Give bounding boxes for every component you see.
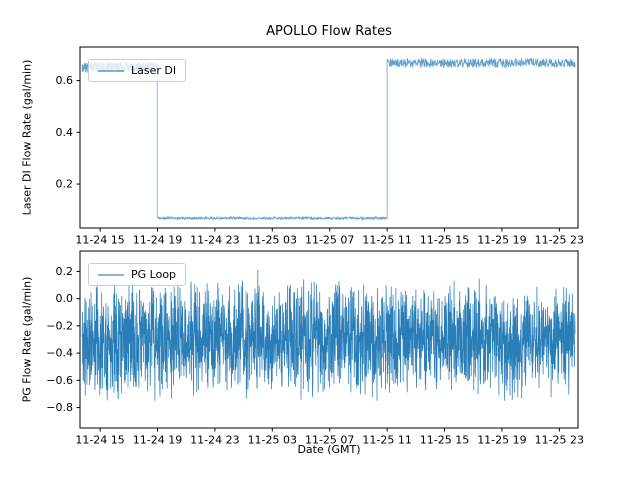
svg-text:−0.2: −0.2 bbox=[46, 319, 73, 332]
ylabel-pg-flow-rate: PG Flow Rate (gal/min) bbox=[20, 276, 34, 403]
svg-text:11-25 07: 11-25 07 bbox=[305, 234, 354, 247]
legend-line-sample-icon bbox=[98, 273, 124, 276]
svg-text:11-25 19: 11-25 19 bbox=[477, 234, 526, 247]
svg-text:11-25 03: 11-25 03 bbox=[248, 434, 297, 447]
svg-text:11-25 19: 11-25 19 bbox=[477, 434, 526, 447]
svg-text:−0.8: −0.8 bbox=[46, 401, 73, 414]
xlabel-date-gmt: Date (GMT) bbox=[297, 443, 361, 456]
svg-text:11-24 19: 11-24 19 bbox=[133, 234, 182, 247]
legend-label-laser-di: Laser DI bbox=[131, 64, 177, 77]
svg-text:−0.6: −0.6 bbox=[46, 374, 73, 387]
svg-text:−0.4: −0.4 bbox=[46, 347, 73, 360]
svg-text:11-25 15: 11-25 15 bbox=[420, 434, 469, 447]
svg-text:0.6: 0.6 bbox=[56, 74, 74, 87]
legend-label-pg-loop: PG Loop bbox=[131, 268, 177, 281]
svg-text:11-25 11: 11-25 11 bbox=[362, 234, 411, 247]
svg-text:11-25 07: 11-25 07 bbox=[305, 434, 354, 447]
svg-text:11-24 15: 11-24 15 bbox=[75, 234, 124, 247]
legend-laser-di: Laser DI bbox=[88, 59, 187, 82]
legend-pg-loop: PG Loop bbox=[88, 263, 187, 286]
svg-text:11-25 03: 11-25 03 bbox=[248, 234, 297, 247]
svg-text:11-24 23: 11-24 23 bbox=[190, 434, 239, 447]
svg-text:11-25 11: 11-25 11 bbox=[362, 434, 411, 447]
legend-line-sample-icon bbox=[98, 69, 124, 72]
svg-text:11-24 19: 11-24 19 bbox=[133, 434, 182, 447]
ylabel-laser-di-flow-rate: Laser DI Flow Rate (gal/min) bbox=[20, 59, 34, 216]
svg-text:11-24 15: 11-24 15 bbox=[75, 434, 124, 447]
svg-text:11-25 23: 11-25 23 bbox=[535, 434, 584, 447]
figure-title: APOLLO Flow Rates bbox=[266, 24, 392, 39]
svg-text:0.2: 0.2 bbox=[56, 265, 74, 278]
svg-text:11-24 23: 11-24 23 bbox=[190, 234, 239, 247]
svg-text:0.2: 0.2 bbox=[56, 178, 74, 191]
svg-text:11-25 15: 11-25 15 bbox=[420, 234, 469, 247]
svg-text:0.4: 0.4 bbox=[56, 126, 74, 139]
svg-text:11-25 23: 11-25 23 bbox=[535, 234, 584, 247]
svg-text:0.0: 0.0 bbox=[56, 292, 74, 305]
